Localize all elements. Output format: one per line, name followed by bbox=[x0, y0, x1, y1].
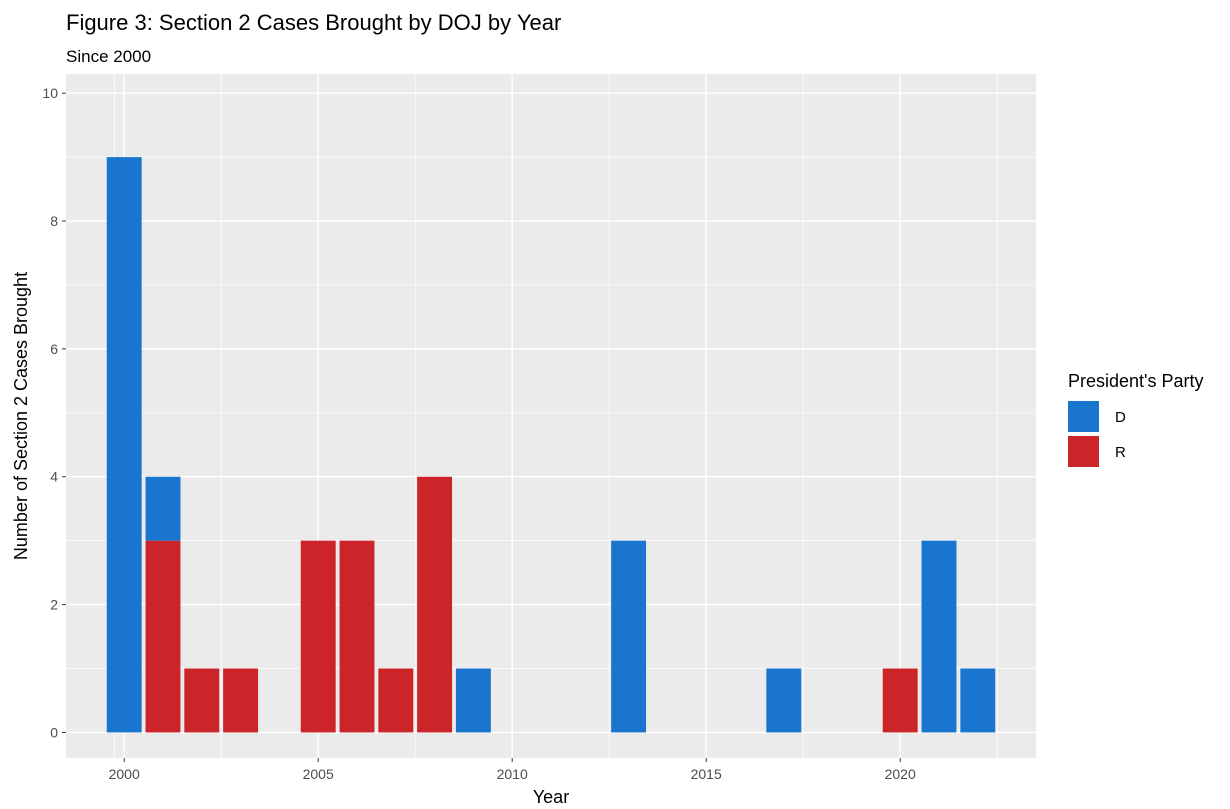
bar-D-2022 bbox=[960, 668, 996, 733]
legend-title: President's Party bbox=[1068, 371, 1204, 391]
x-axis-title: Year bbox=[533, 787, 569, 807]
x-tick-label: 2005 bbox=[303, 766, 334, 782]
y-axis: 0 2 4 6 8 10 bbox=[42, 85, 66, 740]
bar-R-2005 bbox=[300, 540, 336, 733]
legend-label-D: D bbox=[1115, 409, 1126, 426]
bar-R-2006 bbox=[339, 540, 375, 733]
legend-swatch-R bbox=[1068, 436, 1099, 467]
bar-R-2007 bbox=[378, 668, 414, 733]
y-tick-label: 4 bbox=[50, 469, 58, 485]
y-tick-label: 0 bbox=[50, 724, 58, 740]
y-tick-label: 10 bbox=[42, 85, 58, 101]
bar-R-2008 bbox=[417, 476, 453, 733]
bar-D-2001 bbox=[145, 476, 181, 541]
x-axis: 2000 2005 2010 2015 2020 bbox=[109, 758, 916, 782]
bar-R-2002 bbox=[184, 668, 220, 733]
x-tick-label: 2020 bbox=[885, 766, 916, 782]
bar-R-2003 bbox=[223, 668, 259, 733]
bar-D-2017 bbox=[766, 668, 802, 733]
legend-items: DR bbox=[1068, 401, 1126, 467]
chart-subtitle: Since 2000 bbox=[66, 47, 151, 66]
x-tick-label: 2010 bbox=[497, 766, 528, 782]
y-tick-label: 6 bbox=[50, 341, 58, 357]
bar-D-2013 bbox=[611, 540, 647, 733]
bar-D-2021 bbox=[921, 540, 957, 733]
x-tick-label: 2000 bbox=[109, 766, 140, 782]
chart-title: Figure 3: Section 2 Cases Brought by DOJ… bbox=[66, 10, 561, 35]
bar-D-2009 bbox=[455, 668, 491, 733]
y-tick-label: 2 bbox=[50, 597, 58, 613]
legend-label-R: R bbox=[1115, 444, 1126, 461]
y-axis-title: Number of Section 2 Cases Brought bbox=[11, 272, 31, 560]
legend-swatch-D bbox=[1068, 401, 1099, 432]
plot-panel bbox=[66, 74, 1036, 758]
bar-D-2000 bbox=[106, 157, 142, 733]
y-tick-label: 8 bbox=[50, 213, 58, 229]
legend: President's Party DR bbox=[1068, 371, 1204, 467]
x-tick-label: 2015 bbox=[691, 766, 722, 782]
bars-layer bbox=[106, 157, 996, 733]
bar-R-2020 bbox=[882, 668, 918, 733]
bar-R-2001 bbox=[145, 540, 181, 733]
